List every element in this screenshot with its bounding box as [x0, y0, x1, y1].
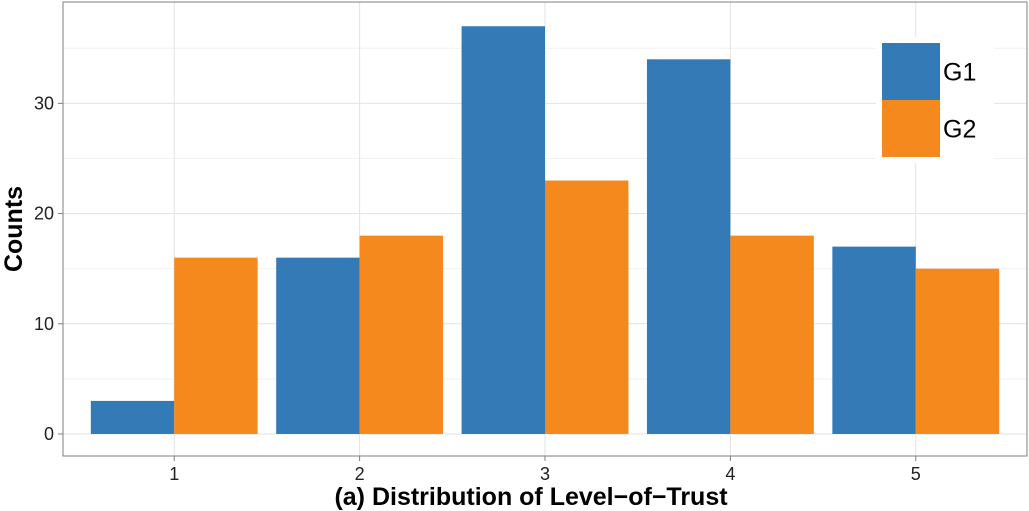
legend-key-g2 [882, 100, 940, 157]
bars [90, 26, 1000, 434]
x-axis: 1 2 3 4 5 [169, 456, 921, 484]
y-axis: 0 10 20 30 [34, 93, 63, 444]
legend-label-g1: G1 [943, 59, 976, 87]
x-tick-label: 3 [540, 464, 550, 484]
legend-key-g1 [882, 43, 940, 100]
bar-g2-3 [545, 180, 629, 434]
plot-panel [62, 1, 1028, 457]
bar-g2-2 [359, 235, 444, 434]
y-tick-label: 0 [44, 424, 54, 444]
y-tick-label: 10 [34, 314, 54, 334]
bar-g1-5 [832, 246, 916, 434]
x-tick-label: 1 [169, 464, 179, 484]
bar-g2-1 [174, 257, 258, 434]
bar-g1-1 [90, 400, 175, 434]
legend: G1 G2 [876, 37, 994, 163]
y-axis-title: Counts [0, 186, 28, 272]
bar-g2-4 [730, 235, 814, 434]
x-axis-title: (a) Distribution of Level−of−Trust [334, 483, 728, 511]
bar-g2-5 [915, 268, 1000, 434]
y-tick-label: 30 [34, 93, 54, 113]
bar-g1-3 [461, 26, 545, 434]
x-tick-label: 2 [355, 464, 365, 484]
x-tick-label: 4 [725, 464, 735, 484]
legend-label-g2: G2 [943, 116, 976, 144]
bar-g1-4 [646, 59, 731, 434]
x-tick-label: 5 [911, 464, 921, 484]
y-tick-label: 20 [34, 204, 54, 224]
bar-g1-2 [276, 257, 360, 434]
